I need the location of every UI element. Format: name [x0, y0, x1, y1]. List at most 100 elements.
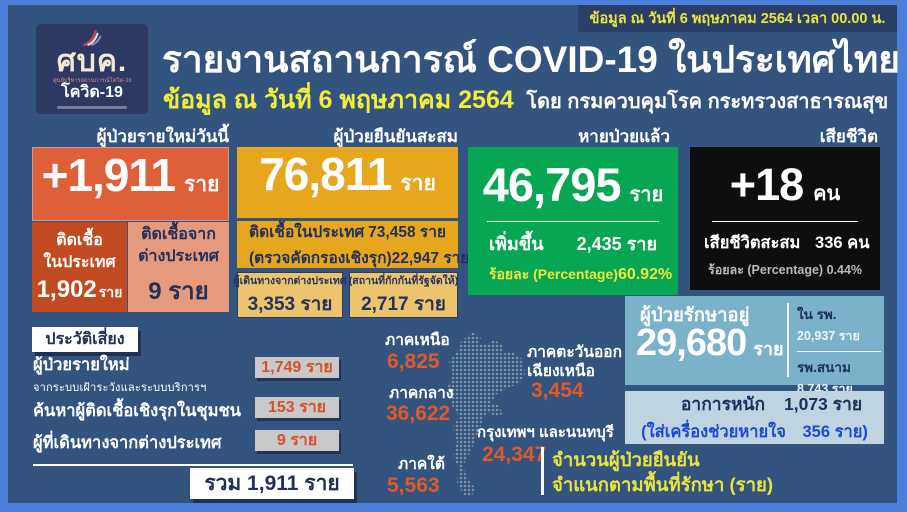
risk-row1-value: 1,749 ราย	[255, 357, 339, 378]
ventilator-value: 356 ราย)	[802, 423, 868, 441]
new-cases-domestic-box: ติดเชื้อ ในประเทศ 1,902 ราย	[32, 222, 127, 312]
risk-total-box: รวม 1,911 ราย	[190, 468, 354, 499]
region-south-label: ภาคใต้	[398, 456, 445, 473]
cumulative-card: 76,811 ราย	[237, 147, 458, 218]
travelers-label: ผู้เดินทางจากต่างประเทศ	[233, 274, 347, 287]
subtitle-date: ข้อมูล ณ วันที่ 6 พฤษภาคม 2564	[163, 86, 514, 114]
domestic-value: 1,902	[36, 276, 97, 304]
treatment-breakdown-column: ใน รพ. 20,937 ราย รพ.สนาม 8,743 ราย	[797, 303, 881, 399]
cumulative-value: 76,811	[259, 148, 392, 200]
risk-row-proactive: ค้นหาผู้ติดเชื้อเชิงรุกในชุมชน	[33, 398, 241, 424]
imported-value: 9 ราย	[148, 277, 209, 305]
logo-abbr: ศบค.	[56, 45, 128, 79]
logo-covid-label: โควิด-19	[61, 84, 123, 101]
deaths-header: เสียชีวิต	[819, 127, 878, 146]
page-title: รายงานสถานการณ์ COVID-19 ในประเทศไทย	[162, 39, 900, 80]
new-cases-value: +1,911	[41, 149, 176, 201]
deaths-unit: คน	[813, 183, 841, 205]
timestamp-text: ข้อมูล ณ วันที่ 6 พฤษภาคม 2564 เวลา 00.0…	[589, 11, 886, 27]
treatment-vertical-divider	[787, 303, 789, 377]
domestic-label-line1: ติดเชื้อ	[56, 231, 103, 249]
subtitle-org: โดย กรมควบคุมโรค กระทรวงสาธารณสุข	[526, 91, 889, 113]
in-treatment-label: ผู้ป่วยรักษาอยู่	[640, 304, 750, 325]
risk-row1-sublabel: จากระบบเฝ้าระวังและระบบบริการฯ	[33, 382, 207, 394]
severe-cases-card: อาการหนัก 1,073 ราย (ใส่เครื่องช่วยหายใจ…	[625, 391, 884, 444]
domestic-label-line2: ในประเทศ	[43, 253, 116, 271]
ccsa-logo: ศบค. ศูนย์บริหารสถานการณ์โควิด-19 โควิด-…	[36, 24, 148, 114]
risk-row2-value: 153 ราย	[255, 397, 339, 418]
hospital-value: 20,937 ราย	[797, 329, 860, 343]
thai-flag-flame-icon	[83, 30, 102, 47]
domestic-unit: ราย	[98, 284, 123, 301]
risk-history-title: ประวัติเสี่ยง	[32, 327, 138, 352]
cumulative-domestic-value: 73,458 ราย	[368, 224, 446, 241]
recovered-unit: ราย	[629, 184, 664, 206]
recovered-card: 46,795 ราย เพิ่มขึ้น 2,435 ราย ร้อยละ (P…	[468, 147, 678, 295]
region-central-value: 36,622	[386, 402, 451, 425]
recovered-value: 46,795	[482, 158, 622, 211]
deaths-cumulative-value: 336 คน	[815, 234, 870, 252]
imported-label-line1: ติดเชื้อจาก	[141, 226, 216, 244]
risk-row1-label: ผู้ป่วยรายใหม่	[33, 356, 130, 374]
logo-decoration-bar	[57, 105, 127, 109]
risk-row2-label: ค้นหาผู้ติดเชื้อเชิงรุกในชุมชน	[33, 402, 241, 420]
hospital-label: ใน รพ.	[797, 307, 837, 322]
deaths-value: +18	[729, 159, 804, 210]
risk-row-new-cases: ผู้ป่วยรายใหม่ จากระบบเฝ้าระวังและระบบบร…	[33, 352, 207, 396]
travelers-box: ผู้เดินทางจากต่างประเทศ 3,353 ราย	[233, 272, 347, 318]
risk-row3-label: ผู้ที่เดินทางจากต่างประเทศ	[33, 434, 222, 452]
risk-row-travelers: ผู้ที่เดินทางจากต่างประเทศ	[33, 430, 222, 456]
deaths-pct: ร้อยละ (Percentage) 0.44%	[707, 263, 863, 277]
region-northeast-label-line2: เฉียงเหนือ	[527, 363, 595, 381]
map-caption: จำนวนผู้ป่วยยืนยัน จำแนกตามพื้นที่รักษา …	[552, 448, 773, 498]
deaths-cumulative-label: เสียชีวิตสะสม	[704, 234, 801, 252]
new-cases-unit: ราย	[184, 173, 220, 196]
quarantine-label: (สถานที่กักกันที่รัฐจัดให้)	[348, 274, 459, 287]
region-northeast-label: ภาคตะวันออก เฉียงเหนือ	[527, 343, 622, 382]
risk-total-divider	[33, 464, 353, 466]
quarantine-value: 2,717 ราย	[361, 293, 446, 315]
cumulative-domestic-label: ติดเชื้อในประเทศ	[249, 224, 365, 241]
region-north-value: 6,825	[387, 350, 440, 373]
page-subtitle: ข้อมูล ณ วันที่ 6 พฤษภาคม 2564 โดย กรมคว…	[163, 80, 893, 120]
recovered-added-value: 2,435 ราย	[576, 234, 657, 254]
risk-row3-value: 9 ราย	[255, 430, 339, 451]
treatment-horizontal-divider	[797, 351, 881, 352]
region-bangkok-label: กรุงเทพฯ และนนทบุรี	[477, 424, 614, 441]
quarantine-box: (สถานที่กักกันที่รัฐจัดให้) 2,717 ราย	[349, 272, 458, 318]
ventilator-label: (ใส่เครื่องช่วยหายใจ	[641, 423, 786, 441]
region-bangkok-value: 24,347	[482, 443, 547, 466]
severe-label: อาการหนัก	[680, 394, 766, 414]
severe-value: 1,073 ราย	[784, 394, 863, 414]
recovered-header: หายป่วยแล้ว	[578, 127, 670, 146]
imported-label-line2: ต่างประเทศ	[138, 248, 219, 265]
recovered-added-label: เพิ่มขึ้น	[489, 234, 544, 254]
in-treatment-value-row: 29,680 ราย	[636, 322, 784, 365]
region-north-label: ภาคเหนือ	[385, 332, 450, 349]
cumulative-proactive-value: 22,947 ราย	[391, 250, 470, 267]
in-treatment-unit: ราย	[753, 339, 784, 359]
deaths-card: +18 คน เสียชีวิตสะสม 336 คน ร้อยละ (Perc…	[690, 147, 880, 290]
region-northeast-label-line1: ภาคตะวันออก	[527, 344, 622, 361]
logo-full-name: ศูนย์บริหารสถานการณ์โควิด-19	[52, 77, 132, 84]
new-cases-header: ผู้ป่วยรายใหม่วันนี้	[96, 127, 229, 146]
in-treatment-value: 29,680	[636, 322, 747, 364]
thailand-map	[447, 332, 525, 498]
timestamp-strip: ข้อมูล ณ วันที่ 6 พฤษภาคม 2564 เวลา 00.0…	[578, 5, 897, 32]
region-south-value: 5,563	[387, 474, 440, 497]
cumulative-header: ผู้ป่วยยืนยันสะสม	[333, 127, 458, 146]
new-cases-card: +1,911 ราย	[32, 147, 229, 221]
travelers-value: 3,353 ราย	[247, 293, 333, 315]
in-treatment-card	[625, 296, 884, 385]
new-cases-imported-box: ติดเชื้อจาก ต่างประเทศ 9 ราย	[128, 222, 229, 312]
cumulative-proactive-label: (ตรวจคัดกรองเชิงรุก)	[249, 250, 392, 267]
region-northeast-value: 3,454	[531, 379, 584, 402]
cumulative-breakdown-box: ติดเชื้อในประเทศ 73,458 ราย (ตรวจคัดกรอง…	[237, 221, 469, 268]
map-caption-line1: จำนวนผู้ป่วยยืนยัน	[552, 449, 700, 470]
map-caption-line2: จำแนกตามพื้นที่รักษา (ราย)	[552, 473, 773, 495]
recovered-pct-label: ร้อยละ (Percentage)	[489, 266, 618, 282]
cumulative-unit: ราย	[400, 172, 436, 195]
field-hospital-label: รพ.สนาม	[797, 360, 851, 375]
caption-divider-bar	[541, 447, 544, 495]
